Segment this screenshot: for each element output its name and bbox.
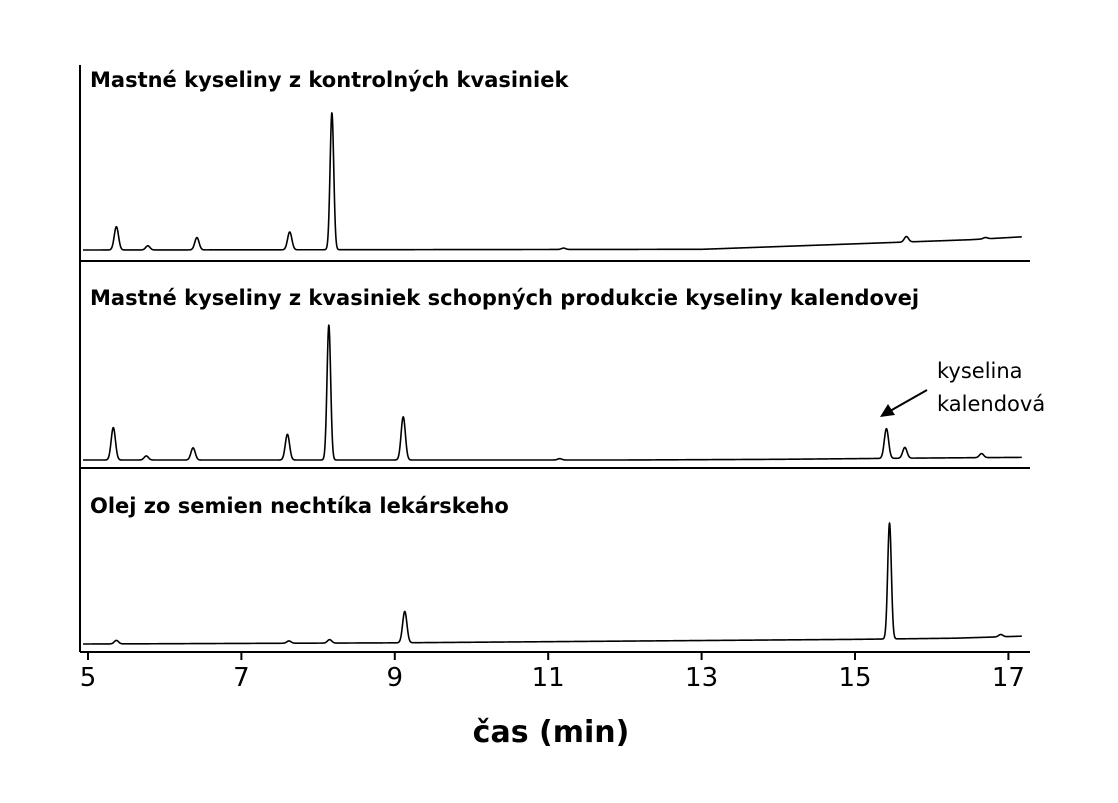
x-axis-ticks: 5 7 9 11 13 15 17: [80, 652, 1025, 693]
x-tick-label: 15: [838, 663, 871, 693]
annotation-arrow-icon: [880, 389, 928, 417]
panel-title-control: Mastné kyseliny z kontrolných kvasiniek: [90, 68, 569, 92]
x-tick-label: 13: [685, 663, 718, 693]
x-tick-label: 17: [992, 663, 1025, 693]
panel-title-calendic-producing: Mastné kyseliny z kvasiniek schopných pr…: [90, 286, 919, 310]
annotation-label-line-1: kyselina: [937, 359, 1023, 383]
chromatogram-trace-calendic-producing: [82, 324, 1023, 461]
panel-title-calendula-oil: Olej zo semien nechtíka lekárskeho: [90, 494, 509, 518]
x-tick-label: 11: [532, 663, 565, 693]
chromatogram-trace-control: [82, 112, 1023, 251]
x-tick-label: 5: [80, 663, 97, 693]
x-tick-label: 9: [387, 663, 404, 693]
x-tick-label: 7: [233, 663, 250, 693]
annotation-label-line-2: kalendová: [937, 392, 1045, 416]
x-axis-title: čas (min): [473, 715, 630, 750]
chromatogram-trace-calendula-oil: [82, 522, 1023, 645]
